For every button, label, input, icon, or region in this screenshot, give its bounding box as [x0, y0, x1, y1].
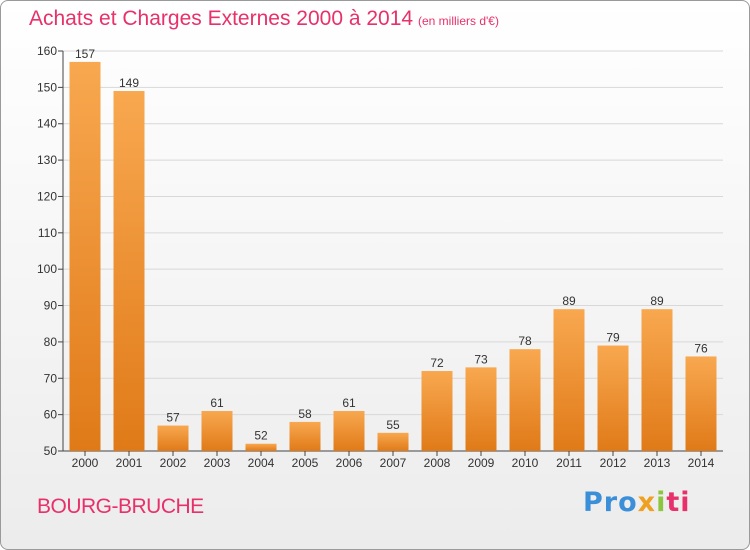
y-tick-label: 120: [37, 189, 57, 203]
bar: [597, 345, 629, 451]
x-tick-label: 2013: [644, 456, 671, 470]
x-tick-label: 2006: [336, 456, 363, 470]
value-label: 58: [298, 407, 312, 421]
logo-part: Pro: [583, 487, 638, 518]
value-label: 55: [386, 418, 400, 432]
x-tick-label: 2005: [292, 456, 319, 470]
y-tick-label: 70: [44, 371, 58, 385]
chart-title: Achats et Charges Externes 2000 à 2014: [29, 7, 414, 30]
bar: [685, 356, 717, 451]
value-label: 89: [562, 294, 576, 308]
value-label: 157: [75, 47, 95, 61]
y-tick-label: 110: [38, 226, 57, 240]
value-label: 89: [650, 294, 664, 308]
value-label: 78: [518, 334, 532, 348]
bar: [69, 61, 101, 452]
bar: [421, 371, 453, 451]
y-tick-label: 130: [37, 153, 57, 167]
y-tick-label: 100: [37, 262, 57, 276]
proxiti-logo[interactable]: Proxiti: [583, 487, 691, 518]
x-tick-label: 2014: [688, 456, 715, 470]
value-label: 72: [430, 356, 444, 370]
x-tick-label: 2001: [116, 456, 143, 470]
x-tick-label: 2007: [380, 456, 407, 470]
x-tick-label: 2011: [556, 456, 582, 470]
value-label: 73: [474, 352, 488, 366]
y-tick-label: 60: [44, 408, 58, 422]
bar: [509, 349, 541, 451]
bar: [113, 91, 145, 451]
bar: [465, 367, 497, 451]
logo-part: ti: [666, 487, 691, 518]
value-label: 76: [694, 341, 708, 355]
bar: [333, 411, 365, 451]
place-name: BOURG-BRUCHE: [37, 495, 204, 518]
y-tick-label: 80: [44, 335, 58, 349]
bar: [289, 421, 321, 451]
bar: [377, 432, 409, 451]
bar: [201, 411, 233, 451]
value-label: 57: [166, 411, 180, 425]
x-tick-label: 2000: [72, 456, 99, 470]
x-tick-label: 2009: [468, 456, 495, 470]
logo-part: i: [656, 487, 667, 518]
x-tick-label: 2012: [600, 456, 627, 470]
bar: [641, 309, 673, 451]
logo-part: x: [637, 487, 657, 518]
y-tick-label: 140: [37, 117, 57, 131]
x-tick-label: 2003: [204, 456, 231, 470]
y-tick-label: 160: [37, 44, 57, 58]
bar: [157, 425, 189, 451]
x-tick-label: 2004: [248, 456, 275, 470]
bar: [245, 443, 277, 451]
x-tick-label: 2010: [512, 456, 539, 470]
value-label: 52: [254, 429, 268, 443]
value-label: 61: [210, 396, 224, 410]
y-tick-label: 90: [44, 299, 58, 313]
bar: [553, 309, 585, 451]
y-tick-label: 150: [37, 80, 57, 94]
value-label: 61: [342, 396, 356, 410]
chart-subtitle: (en milliers d'€): [418, 14, 499, 28]
value-label: 149: [119, 76, 139, 90]
value-label: 79: [606, 331, 620, 345]
x-tick-label: 2002: [160, 456, 187, 470]
x-tick-label: 2008: [424, 456, 451, 470]
y-tick-label: 50: [44, 444, 58, 458]
